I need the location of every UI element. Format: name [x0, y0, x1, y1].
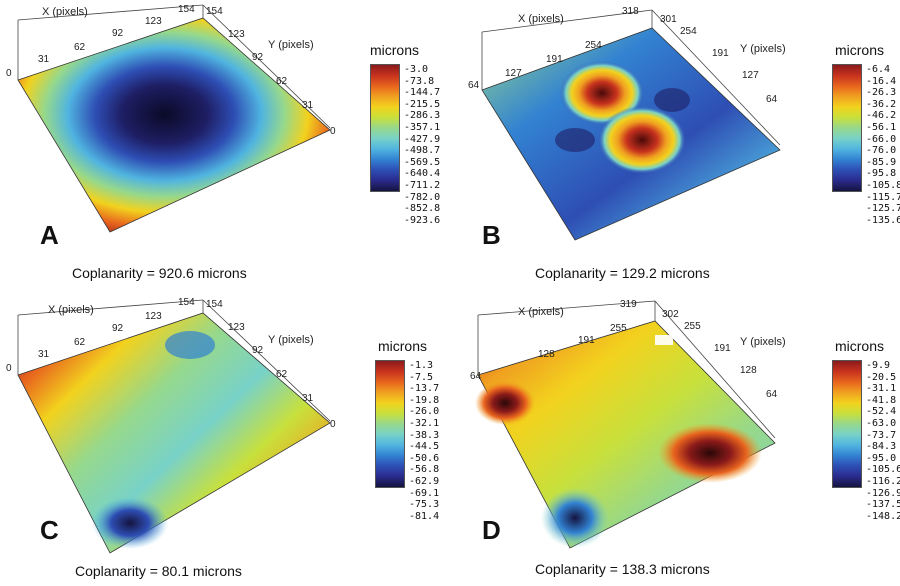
- x-tick: 0: [6, 363, 12, 374]
- y-tick: 254: [680, 26, 697, 37]
- peak-lower: [598, 106, 686, 174]
- colorbar-title: microns: [835, 42, 885, 58]
- x-axis-title: X (pixels): [518, 13, 564, 25]
- colorbar-labels: -3.0 -73.8 -144.7 -215.5 -286.3 -357.1 -427…: [404, 64, 441, 226]
- y-tick: 92: [252, 52, 264, 63]
- y-tick: 302: [662, 309, 679, 320]
- x-tick: 127: [505, 68, 522, 79]
- x-tick: 255: [610, 323, 627, 334]
- y-tick: 31: [302, 100, 314, 111]
- surface-plot-a: X (pixels) Y (pixels) 0 31 62 92 123 154…: [6, 4, 336, 233]
- y-tick: 128: [740, 365, 757, 376]
- x-tick: 191: [578, 335, 595, 346]
- panel-c: X (pixels) Y (pixels) 0 31 62 92 123 154…: [0, 293, 450, 586]
- y-tick: 62: [276, 369, 288, 380]
- y-tick: 154: [206, 6, 223, 17]
- panel-letter: B: [482, 220, 501, 250]
- panel-letter: C: [40, 515, 59, 545]
- y-tick: 31: [302, 393, 314, 404]
- coplanarity-label: Coplanarity = 920.6 microns: [72, 265, 247, 281]
- y-axis-title: Y (pixels): [740, 43, 786, 55]
- peak-upper: [560, 61, 644, 125]
- surface-plot-d: X (pixels) Y (pixels) 64 128 191 255 319…: [470, 299, 786, 549]
- surface-plot-b: X (pixels) Y (pixels) 64 127 191 254 318…: [468, 6, 786, 241]
- x-tick: 31: [38, 349, 50, 360]
- x-axis-title: X (pixels): [42, 6, 88, 18]
- surface-plot-c: X (pixels) Y (pixels) 0 31 62 92 123 154…: [6, 297, 336, 554]
- colorbar-title: microns: [378, 338, 428, 354]
- y-tick: 301: [660, 14, 677, 25]
- y-tick: 0: [330, 126, 336, 137]
- y-axis-title: Y (pixels): [740, 336, 786, 348]
- x-axis-title: X (pixels): [518, 306, 564, 318]
- x-tick: 0: [6, 68, 12, 79]
- y-tick: 127: [742, 70, 759, 81]
- panel-letter: A: [40, 220, 59, 250]
- y-tick: 154: [206, 299, 223, 310]
- surface-a: [17, 17, 331, 233]
- x-tick: 154: [178, 297, 195, 308]
- panel-letter: D: [482, 515, 501, 545]
- x-tick: 92: [112, 28, 124, 39]
- colorbar: [832, 360, 862, 488]
- x-tick: 62: [74, 337, 86, 348]
- colorbar: [832, 64, 862, 192]
- panel-d: X (pixels) Y (pixels) 64 128 191 255 319…: [450, 293, 900, 586]
- x-axis-title: X (pixels): [48, 304, 94, 316]
- surface-d: [477, 320, 776, 549]
- colorbar-labels: -9.9 -20.5 -31.1 -41.8 -52.4 -63.0 -73.7 -84…: [866, 360, 900, 522]
- x-tick: 123: [145, 311, 162, 322]
- colorbar: [375, 360, 405, 488]
- x-tick: 123: [145, 16, 162, 27]
- x-tick: 254: [585, 40, 602, 51]
- colorbar: [370, 64, 400, 192]
- x-tick: 128: [538, 349, 555, 360]
- coplanarity-label: Coplanarity = 129.2 microns: [535, 265, 710, 281]
- y-tick: 64: [766, 389, 778, 400]
- coplanarity-label: Coplanarity = 138.3 microns: [535, 561, 710, 577]
- colorbar-labels: -1.3 -7.5 -13.7 -19.8 -26.0 -32.1 -38.3 -44.…: [409, 360, 440, 522]
- x-tick: 154: [178, 4, 195, 15]
- y-tick: 123: [228, 322, 245, 333]
- y-tick: 123: [228, 29, 245, 40]
- panel-a: X (pixels) Y (pixels) 0 31 62 92 123 154…: [0, 0, 450, 293]
- y-tick: 62: [276, 76, 288, 87]
- y-axis-title: Y (pixels): [268, 39, 314, 51]
- y-tick: 191: [714, 343, 731, 354]
- y-tick: 64: [766, 94, 778, 105]
- x-tick: 62: [74, 42, 86, 53]
- x-tick: 92: [112, 323, 124, 334]
- x-tick: 319: [620, 299, 637, 310]
- coplanarity-label: Coplanarity = 80.1 microns: [75, 563, 242, 579]
- x-tick: 64: [468, 80, 480, 91]
- surface-c: [17, 312, 331, 554]
- colorbar-title: microns: [835, 338, 885, 354]
- colorbar-labels: -6.4 -16.4 -26.3 -36.2 -46.2 -56.1 -66.0 -76…: [866, 64, 900, 226]
- y-tick: 255: [684, 321, 701, 332]
- x-tick: 191: [546, 54, 563, 65]
- y-tick: 0: [330, 419, 336, 430]
- x-tick: 31: [38, 54, 50, 65]
- y-tick: 92: [252, 345, 264, 356]
- x-tick: 64: [470, 371, 482, 382]
- colorbar-title: microns: [370, 42, 420, 58]
- y-tick: 191: [712, 48, 729, 59]
- y-axis-title: Y (pixels): [268, 334, 314, 346]
- panel-b: X (pixels) Y (pixels) 64 127 191 254 318…: [450, 0, 900, 293]
- x-tick: 318: [622, 6, 639, 17]
